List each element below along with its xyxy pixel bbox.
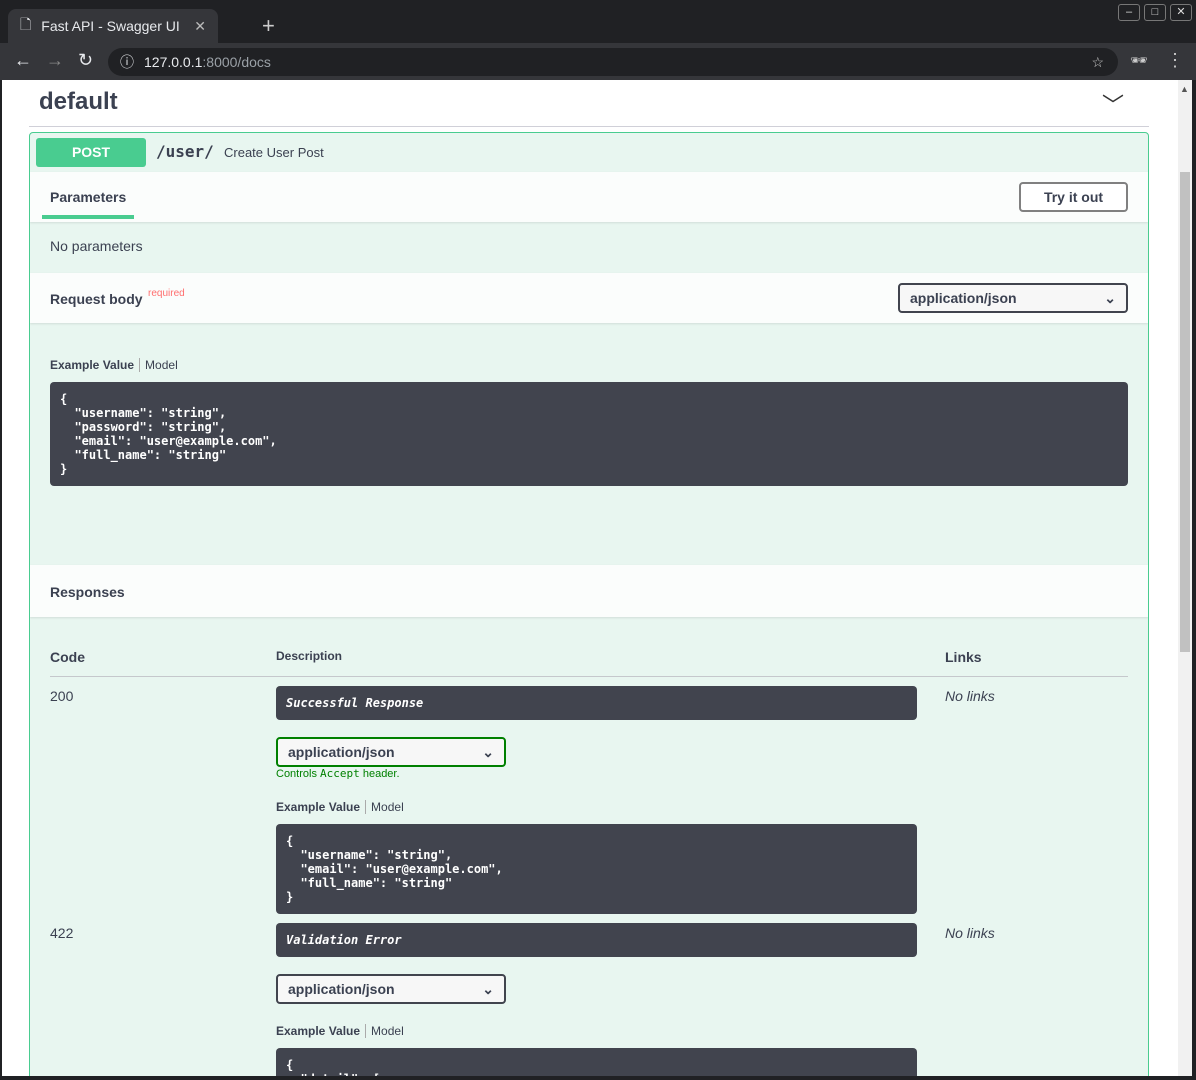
reload-button[interactable]: ↻ — [78, 50, 94, 70]
response-content-type-select[interactable]: application/json ⌄ — [276, 737, 506, 767]
chevron-down-icon[interactable]: ﹀ — [1102, 93, 1125, 118]
response-code: 200 — [50, 688, 74, 704]
page: default ﹀ POST /user/ Create User Post P… — [2, 80, 1178, 1076]
example-value-tab[interactable]: Example Value — [50, 358, 141, 372]
maximize-button[interactable]: □ — [1144, 4, 1166, 21]
response-code: 422 — [50, 925, 74, 941]
url-host: 127.0.0.1 — [144, 54, 203, 70]
bookmark-star-icon[interactable]: ☆ — [1091, 53, 1104, 70]
response-example-code: { "username": "string", "email": "user@e… — [276, 824, 917, 914]
browser-tab[interactable]: 🗋 Fast API - Swagger UI ✕ — [8, 9, 218, 43]
divider — [29, 126, 1149, 127]
example-tabs: Example Value Model — [50, 358, 178, 372]
menu-icon[interactable]: ⋮ — [1166, 50, 1184, 70]
operation-path[interactable]: /user/ — [156, 142, 214, 161]
select-value: application/json — [910, 290, 1017, 306]
request-example-code: { "username": "string", "password": "str… — [50, 382, 1128, 486]
model-tab[interactable]: Model — [371, 1024, 404, 1038]
info-icon[interactable]: ⓘ — [120, 54, 134, 70]
scrollbar-thumb[interactable] — [1180, 172, 1190, 652]
example-value-tab[interactable]: Example Value — [276, 800, 367, 814]
model-tab[interactable]: Model — [145, 358, 178, 372]
example-tabs: Example Value Model — [276, 1024, 404, 1038]
request-body-header: Request body required application/json ⌄ — [30, 273, 1148, 323]
divider — [50, 676, 1128, 677]
operation-block: POST /user/ Create User Post Parameters … — [29, 132, 1149, 1076]
section-title[interactable]: default — [39, 88, 118, 115]
example-value-tab[interactable]: Example Value — [276, 1024, 367, 1038]
page-icon: 🗋 — [20, 16, 32, 32]
incognito-icon[interactable]: 🕶 — [1130, 52, 1148, 68]
col-code: Code — [50, 649, 85, 665]
response-content-type-select[interactable]: application/json ⌄ — [276, 974, 506, 1004]
method-badge[interactable]: POST — [36, 138, 146, 167]
address-bar[interactable]: ⓘ 127.0.0.1:8000/docs ☆ — [108, 48, 1118, 76]
new-tab-button[interactable]: + — [262, 13, 275, 38]
responses-heading: Responses — [50, 584, 125, 600]
scroll-up-icon[interactable]: ▲ — [1180, 84, 1189, 94]
responses-header: Responses — [30, 565, 1148, 617]
close-tab-icon[interactable]: ✕ — [194, 17, 206, 34]
response-description: Successful Response — [276, 686, 917, 720]
chevron-down-icon: ⌄ — [1104, 289, 1116, 306]
parameters-heading[interactable]: Parameters — [50, 189, 127, 205]
tab-underline — [42, 215, 134, 219]
request-body-label: Request body — [50, 291, 143, 307]
request-content-type-select[interactable]: application/json ⌄ — [898, 283, 1128, 313]
col-links: Links — [945, 649, 982, 665]
minimize-button[interactable]: – — [1118, 4, 1140, 21]
tab-title: Fast API - Swagger UI — [41, 18, 180, 34]
response-example-code: { "detail": [ — [276, 1048, 917, 1076]
parameters-header: Parameters Try it out — [30, 172, 1148, 222]
no-parameters-text: No parameters — [50, 238, 143, 254]
col-description: Description — [276, 649, 343, 663]
chevron-down-icon: ⌄ — [482, 980, 494, 997]
back-button[interactable]: ← — [14, 50, 32, 70]
try-it-out-button[interactable]: Try it out — [1019, 182, 1128, 212]
chevron-down-icon: ⌄ — [482, 743, 494, 760]
select-value: application/json — [288, 744, 395, 760]
forward-button[interactable]: → — [46, 50, 64, 70]
response-links: No links — [945, 688, 995, 704]
model-tab[interactable]: Model — [371, 800, 404, 814]
select-value: application/json — [288, 981, 395, 997]
example-tabs: Example Value Model — [276, 800, 404, 814]
response-links: No links — [945, 925, 995, 941]
required-badge: required — [148, 288, 185, 299]
accept-hint: Controls Accept header. — [276, 767, 400, 780]
close-window-button[interactable]: ✕ — [1170, 4, 1192, 21]
response-description: Validation Error — [276, 923, 917, 957]
url-path: :8000/docs — [202, 54, 271, 70]
operation-summary: Create User Post — [224, 145, 324, 160]
